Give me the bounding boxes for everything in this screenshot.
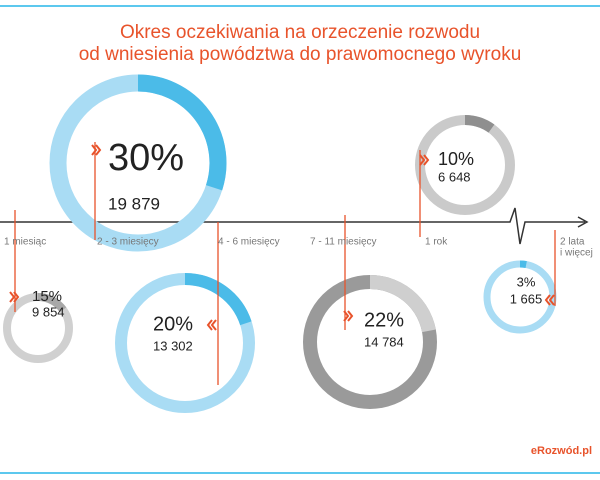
chevron [91,144,102,156]
category-label: 1 rok [425,237,448,248]
chevron [206,319,217,331]
category-label: 1 miesiąc [4,237,46,248]
chevron [9,291,20,303]
count-label: 6 648 [438,169,471,184]
ring-arc [137,74,227,191]
category-label: 2 lata [560,237,585,248]
percent-label: 10% [438,149,474,169]
count-label: 19 879 [108,194,160,213]
ring-arc [37,293,67,313]
ring-arc [369,275,436,333]
ring-arc [464,115,495,133]
percent-label: 22% [364,309,404,331]
percent-label: 20% [153,313,193,335]
count-label: 14 784 [364,334,404,349]
category-label: 2 - 3 miesięcy [97,237,159,248]
category-label: 4 - 6 miesięcy [218,237,280,248]
category-label: 7 - 11 miesięcy [310,237,377,248]
chevron [544,294,555,306]
source: eRozwód.pl [531,445,592,457]
count-label: 9 854 [32,304,65,319]
timeline-arrow [577,216,589,228]
ring-arc [184,273,252,326]
count-label: 1 665 [510,291,543,306]
count-label: 13 302 [153,338,193,353]
percent-label: 15% [32,288,62,305]
title-line: Okres oczekiwania na orzeczenie rozwodu [120,22,480,43]
category-label: i więcej [560,248,593,259]
chevron [419,154,430,166]
timeline [0,207,585,245]
chevron [343,310,354,322]
ring-arc [519,260,527,269]
percent-label: 3% [517,274,536,289]
title-line: od wniesienia powództwa do prawomocnego … [79,44,522,65]
percent-label: 30% [108,137,184,179]
